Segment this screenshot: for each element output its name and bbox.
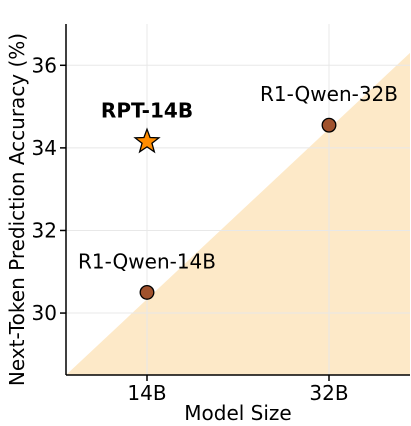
point-label: R1-Qwen-32B [260, 82, 398, 106]
point-marker-star [133, 127, 161, 154]
data-points: R1-Qwen-14B R1-Qwen-32B RPT-14B [78, 82, 398, 300]
point-label: R1-Qwen-14B [78, 249, 216, 273]
point-marker [321, 117, 337, 133]
point-marker [139, 284, 155, 300]
x-tick-label: 14B [127, 381, 166, 405]
x-ticks: 14B 32B [127, 375, 349, 405]
point-label: RPT-14B [101, 99, 193, 123]
y-ticks: 30 32 34 36 [32, 53, 66, 325]
axes [65, 24, 410, 376]
x-axis-title: Model Size [184, 401, 291, 425]
x-tick-label: 32B [309, 381, 348, 405]
y-axis-title: Next-Token Prediction Accuracy (%) [5, 33, 29, 386]
grid [66, 24, 410, 375]
y-tick-label: 30 [32, 301, 57, 325]
y-tick-label: 32 [32, 218, 57, 242]
y-tick-label: 34 [32, 136, 57, 160]
y-tick-label: 36 [32, 53, 57, 77]
